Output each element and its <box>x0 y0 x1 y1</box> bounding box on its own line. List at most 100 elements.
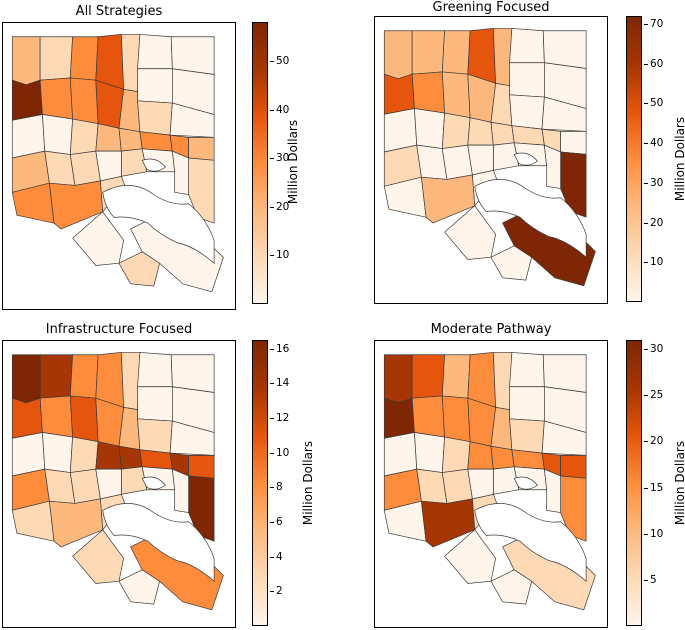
map-region <box>95 150 122 182</box>
colorbar-tick-label: 20 <box>643 435 664 448</box>
colorbar-tick-label: 12 <box>269 412 290 424</box>
colorbar-tick-label: 30 <box>643 343 664 356</box>
map-region <box>137 68 173 104</box>
colorbar-tick-label: 25 <box>643 389 664 402</box>
map-region <box>72 529 125 584</box>
map-region <box>467 144 494 176</box>
map-region <box>137 418 173 454</box>
map-region <box>490 121 515 146</box>
colorbar <box>626 16 642 302</box>
colorbar-tick-label: 10 <box>643 256 664 269</box>
map-region <box>490 569 532 605</box>
map-region <box>170 354 215 393</box>
panel-title: Moderate Pathway <box>430 322 552 337</box>
map-region <box>120 34 141 93</box>
map-region <box>171 468 189 514</box>
map-region <box>543 468 561 514</box>
map-frame <box>2 340 236 628</box>
map-region <box>11 354 41 404</box>
colorbar-label: Million Dollars <box>301 440 315 526</box>
harbor-water <box>513 476 538 490</box>
map-region <box>542 30 587 69</box>
map-region <box>414 108 445 149</box>
panel-title: All Strategies <box>75 4 163 19</box>
colorbar-tick-label: 10 <box>269 446 290 459</box>
map-region <box>137 100 173 136</box>
choropleth-map <box>11 34 224 293</box>
map-region <box>69 395 99 443</box>
map-region <box>188 137 215 161</box>
map-region <box>383 432 418 477</box>
map-region <box>441 144 473 180</box>
map-region <box>509 28 545 64</box>
map-region <box>171 150 189 196</box>
harbor-water <box>513 152 538 166</box>
map-region <box>441 112 471 149</box>
map-region <box>560 455 587 479</box>
harbor-water <box>474 503 587 583</box>
map-region <box>11 114 46 159</box>
map-region <box>139 131 173 152</box>
map-region <box>414 432 445 473</box>
colorbar-tick-label: 10 <box>643 527 664 540</box>
colorbar-tick-label: 40 <box>269 103 290 116</box>
map-frame <box>374 16 608 304</box>
colorbar <box>252 340 268 626</box>
map-region <box>39 77 73 120</box>
map-region <box>560 131 587 155</box>
colorbar-tick-label: 50 <box>643 97 664 110</box>
harbor-water <box>474 179 587 259</box>
map-region <box>511 125 545 146</box>
map-region <box>467 117 494 146</box>
map-region <box>95 441 122 470</box>
map-region <box>120 352 141 411</box>
colorbar-tick-label: 15 <box>643 481 664 494</box>
map-region <box>441 395 471 443</box>
map-region <box>69 77 99 125</box>
map-region <box>137 352 173 388</box>
colorbar <box>252 22 268 304</box>
map-region <box>509 386 545 422</box>
panel-title: Infrastructure Focused <box>45 322 193 337</box>
map-region <box>11 397 43 439</box>
colorbar-tick-label: 14 <box>269 377 290 390</box>
map-region <box>441 468 473 504</box>
colorbar-label: Million Dollars <box>673 116 685 202</box>
map-region <box>411 30 445 75</box>
map-region <box>490 245 532 281</box>
map-region <box>509 418 545 454</box>
map-region <box>509 352 545 388</box>
harbor-water <box>102 185 215 265</box>
harbor-water <box>102 503 215 583</box>
colorbar-tick-label: 16 <box>269 342 290 355</box>
colorbar-tick-label: 60 <box>643 57 664 70</box>
map-region <box>11 79 43 121</box>
map-region <box>42 114 73 155</box>
map-region <box>383 73 415 115</box>
map-region <box>411 395 445 438</box>
map-region <box>467 441 494 470</box>
map-region <box>118 127 143 152</box>
map-region <box>39 354 73 399</box>
map-region <box>492 28 513 87</box>
colorbar-tick-label: 2 <box>270 585 283 598</box>
choropleth-map <box>383 352 596 611</box>
colorbar <box>626 340 642 626</box>
map-region <box>509 62 545 98</box>
map-region <box>383 397 415 439</box>
harbor-water <box>141 476 166 490</box>
map-region <box>467 28 497 84</box>
map-region <box>118 445 143 470</box>
map-region <box>139 449 173 470</box>
map-frame <box>374 340 608 628</box>
map-region <box>383 108 418 153</box>
map-region <box>490 445 515 470</box>
map-region <box>39 395 73 438</box>
colorbar-tick-label: 8 <box>270 481 283 494</box>
colorbar-tick-label: 4 <box>270 550 283 563</box>
map-region <box>137 386 173 422</box>
map-region <box>467 352 497 408</box>
colorbar-tick-label: 5 <box>644 573 657 586</box>
colorbar-tick-label: 40 <box>643 137 664 150</box>
map-region <box>509 94 545 130</box>
